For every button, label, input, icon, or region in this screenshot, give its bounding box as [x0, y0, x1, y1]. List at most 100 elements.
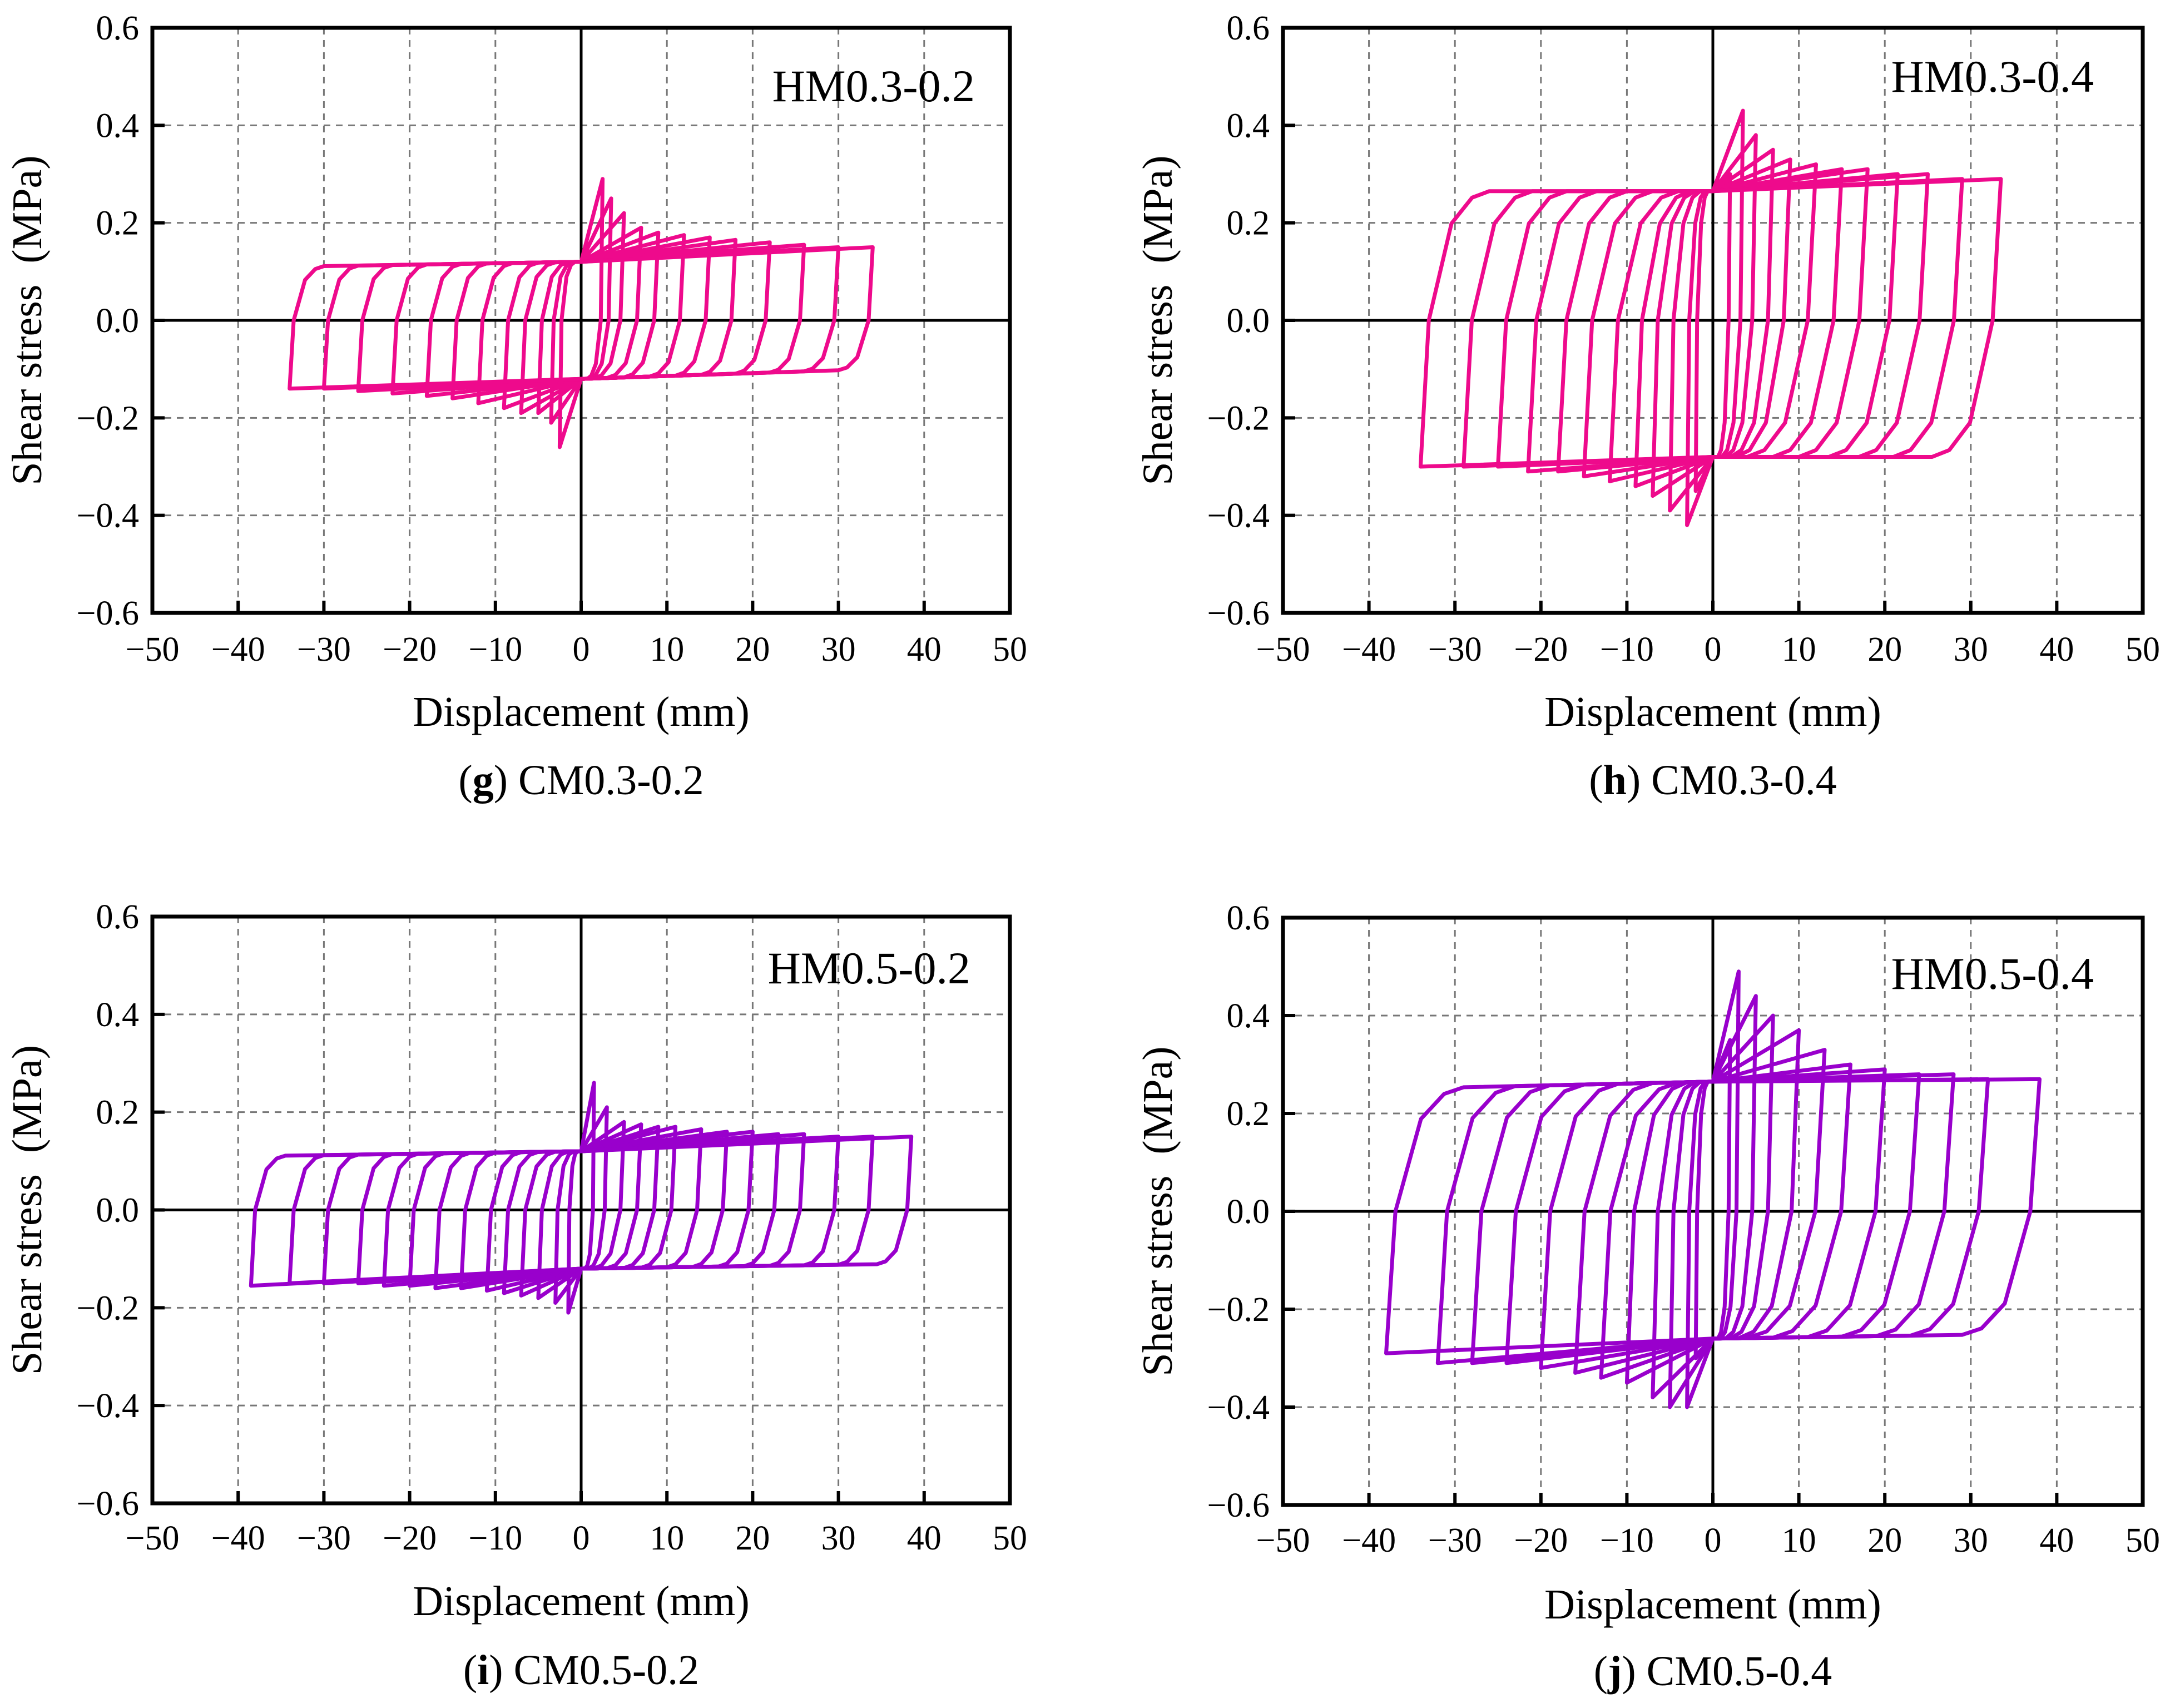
caption-paren-close: ) [1622, 1648, 1646, 1695]
y-tick-label: −0.6 [1207, 1487, 1270, 1524]
x-tick-label: 10 [1782, 631, 1816, 669]
y-tick-label: 0.0 [1227, 302, 1270, 340]
x-tick-label: −30 [1428, 1522, 1482, 1560]
y-tick-label: −0.4 [1207, 497, 1270, 535]
caption-letter: g [473, 757, 494, 804]
x-tick-label: −20 [1514, 1522, 1568, 1560]
y-tick-label: −0.4 [77, 497, 139, 535]
caption-paren-open: ( [1589, 757, 1603, 804]
panel-caption: (i) CM0.5-0.2 [463, 1647, 699, 1694]
x-tick-label: −20 [383, 1519, 437, 1557]
y-tick-label: 0.6 [96, 898, 140, 936]
x-tick-label: 50 [993, 631, 1027, 669]
specimen-label: HM0.5-0.4 [1891, 948, 2094, 999]
x-tick-label: −30 [297, 1519, 351, 1557]
y-tick-label: −0.6 [1207, 595, 1270, 632]
y-axis-title: Shear stress (MPa) [4, 155, 51, 485]
panel-caption: (h) CM0.3-0.4 [1589, 757, 1836, 804]
specimen-label: HM0.3-0.2 [772, 61, 975, 111]
caption-paren-close: ) [1627, 757, 1651, 804]
x-tick-label: 50 [2126, 1522, 2160, 1560]
chart-panel-i: −50 −40 −30 −20 −10 0 10 20 30 40 50 0.6 0.4 0.2 0.0 −0… [4, 898, 1027, 1694]
x-tick-label: 20 [735, 1519, 770, 1557]
y-tick-label: −0.2 [77, 1289, 139, 1327]
x-tick-label: 10 [650, 1519, 684, 1557]
y-tick-label: 0.4 [96, 996, 140, 1034]
y-tick-label: 0.0 [96, 302, 140, 340]
x-tick-label: 0 [573, 631, 590, 669]
x-tick-label: −50 [126, 631, 180, 669]
hysteresis-loop [288, 245, 875, 391]
x-tick-label: −10 [468, 1519, 522, 1557]
caption-name: CM0.5-0.2 [514, 1647, 700, 1694]
x-tick-label: −30 [297, 631, 351, 669]
x-tick-label: 10 [650, 631, 684, 669]
caption-paren-open: ( [458, 757, 472, 804]
x-tick-label: −50 [1256, 1522, 1310, 1560]
y-tick-label: 0.2 [1227, 205, 1270, 242]
caption-letter: i [477, 1647, 489, 1694]
caption-name: CM0.3-0.4 [1651, 757, 1837, 804]
caption-name: CM0.3-0.2 [518, 757, 704, 804]
caption-paren-close: ) [489, 1647, 513, 1694]
specimen-label: HM0.5-0.2 [768, 943, 970, 993]
caption-letter: j [1607, 1648, 1622, 1695]
x-tick-label: 0 [573, 1519, 590, 1557]
y-tick-label: −0.6 [77, 1485, 139, 1523]
x-axis-title: Displacement (mm) [413, 1578, 750, 1625]
x-tick-label: 20 [1867, 631, 1902, 669]
x-tick-label: 40 [2039, 631, 2074, 669]
x-axis-title: Displacement (mm) [1544, 689, 1881, 735]
panel-caption: (g) CM0.3-0.2 [458, 757, 703, 804]
x-tick-label: 30 [821, 1519, 856, 1557]
y-tick-label: 0.6 [1227, 9, 1270, 47]
caption-name: CM0.5-0.4 [1647, 1648, 1832, 1695]
y-tick-label: −0.2 [77, 399, 139, 437]
caption-letter: h [1603, 757, 1627, 804]
y-tick-label: 0.4 [1227, 107, 1270, 145]
x-tick-label: −10 [468, 631, 522, 669]
x-axis-title: Displacement (mm) [1544, 1581, 1881, 1628]
x-tick-label: −30 [1428, 631, 1482, 669]
panel-caption: (j) CM0.5-0.4 [1594, 1648, 1832, 1695]
x-tick-label: 10 [1782, 1522, 1816, 1560]
chart-panel-g: −50 −40 −30 −20 −10 0 10 20 30 40 50 0.6 0.4 0.2 0.0 −0… [4, 9, 1027, 804]
y-axis-title: Shear stress (MPa) [1134, 1046, 1181, 1376]
hysteresis-loop [249, 1135, 914, 1288]
y-tick-label: 0.2 [96, 205, 140, 242]
hysteresis-loop [1384, 1077, 2042, 1355]
y-axis-title: Shear stress (MPa) [1134, 155, 1181, 485]
y-tick-label: 0.2 [96, 1094, 140, 1132]
y-tick-label: 0.4 [96, 107, 140, 145]
x-tick-label: −40 [1342, 1522, 1396, 1560]
y-tick-label: −0.4 [77, 1387, 139, 1425]
x-tick-label: −20 [383, 631, 437, 669]
y-tick-label: −0.2 [1207, 399, 1270, 437]
caption-paren-open: ( [463, 1647, 477, 1694]
caption-paren-close: ) [494, 757, 518, 804]
x-tick-label: 30 [1954, 1522, 1988, 1560]
hysteresis-loop [1418, 177, 2003, 469]
x-tick-label: 0 [1705, 631, 1722, 669]
x-tick-label: 20 [1867, 1522, 1902, 1560]
y-tick-label: 0.0 [1227, 1193, 1270, 1231]
specimen-label: HM0.3-0.4 [1891, 51, 2094, 102]
x-tick-label: −50 [1256, 631, 1310, 669]
y-tick-label: 0.4 [1227, 997, 1270, 1035]
x-tick-label: −40 [211, 1519, 265, 1557]
x-tick-label: −10 [1600, 631, 1654, 669]
x-axis-title: Displacement (mm) [413, 689, 750, 735]
x-tick-label: 40 [2039, 1522, 2074, 1560]
x-tick-label: 30 [821, 631, 856, 669]
chart-panel-j: −50 −40 −30 −20 −10 0 10 20 30 40 50 0.6 0.4 0.2 0.0 −0… [1134, 899, 2160, 1695]
x-tick-label: 0 [1705, 1522, 1722, 1560]
x-tick-label: 50 [2126, 631, 2160, 669]
x-tick-label: −10 [1600, 1522, 1654, 1560]
chart-panel-h: −50 −40 −30 −20 −10 0 10 20 30 40 50 0.6 0.4 0.2 0.0 −0… [1134, 9, 2160, 804]
x-tick-label: 40 [907, 1519, 942, 1557]
y-axis-title: Shear stress (MPa) [4, 1045, 51, 1375]
y-tick-label: 0.0 [96, 1192, 140, 1230]
x-tick-label: 20 [735, 631, 770, 669]
x-tick-label: 30 [1954, 631, 1988, 669]
